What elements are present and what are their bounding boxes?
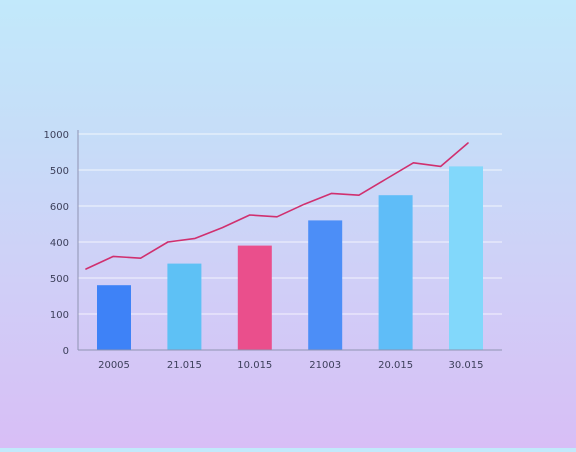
xtick-layer: 20005 21.015 10.015 21003 20.015 30.015 [98, 360, 483, 371]
y-tick-label: 400 [50, 238, 69, 249]
x-tick-label: 21003 [309, 360, 341, 371]
bar-layer [97, 166, 483, 350]
bar [378, 195, 413, 350]
y-tick-label: 100 [50, 310, 69, 321]
y-tick-label: 500 [50, 166, 69, 177]
line-layer [85, 142, 469, 270]
trend-line [85, 142, 469, 270]
grid-layer [78, 133, 502, 315]
y-tick-label: 1000 [44, 130, 69, 141]
x-tick-label: 20005 [98, 360, 130, 371]
x-tick-label: 21.015 [167, 360, 202, 371]
bar [237, 245, 272, 350]
axis-layer [77, 130, 502, 351]
bar [167, 263, 202, 350]
bar [97, 285, 131, 350]
x-tick-label: 10.015 [237, 360, 272, 371]
x-tick-label: 20.015 [378, 360, 413, 371]
bar [308, 220, 343, 350]
y-tick-label: 600 [50, 202, 69, 213]
bar [449, 166, 483, 350]
y-tick-label: 0 [63, 346, 69, 357]
x-tick-label: 30.015 [449, 360, 484, 371]
ytick-layer: 0 100 500 400 600 500 1000 [44, 130, 69, 357]
y-tick-label: 500 [50, 274, 69, 285]
